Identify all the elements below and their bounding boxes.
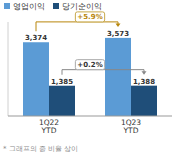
annotation-box [75,60,104,70]
data-label: 3,374 [25,34,47,42]
legend-label: 당기순이익 [62,2,102,11]
data-label: 1,385 [51,78,73,86]
x-axis-line [8,116,172,117]
legend: 영업이익 당기순이익 [4,2,102,11]
footer: * 그래프의 증 비율 상이 [3,145,78,153]
bracket-line [62,70,63,75]
arrow-head [142,71,147,75]
annotation-box [75,12,104,22]
y-axis-line [8,22,9,116]
chart: 1Q22YTD 1Q23YTD 3,374 3,573 1,385 1,388 +5.9% +… [0,0,180,154]
data-label: 3,573 [107,30,129,38]
data-label: 1,388 [133,78,155,86]
annotation: +5.9% [77,13,102,21]
x-tick-label: 1Q22YTD [39,118,59,135]
arrow-head [116,23,121,27]
legend-swatch [53,3,59,9]
bracket: +5.9% [36,12,121,31]
legend-swatch [4,3,10,9]
bracket: +0.2% [62,60,147,75]
bracket-line [36,22,37,31]
bars [23,38,157,116]
legend-label: 영업이익 [13,2,45,11]
bar [23,42,49,116]
bar [105,38,131,116]
x-tick-label: 1Q23YTD [121,118,141,135]
bar [131,86,157,116]
bar [49,86,75,116]
annotation: +0.2% [77,61,102,69]
